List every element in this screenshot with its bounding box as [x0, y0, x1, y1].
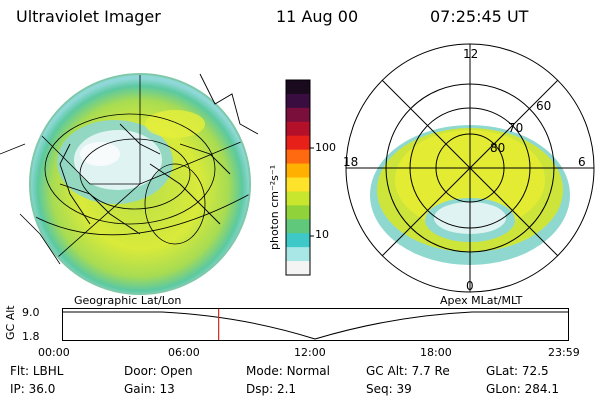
colorbar-segment: [286, 247, 310, 262]
status-glon: GLon: 284.1: [486, 382, 559, 396]
timeline-xtick-0: 00:00: [38, 346, 70, 359]
mlt-label-6: 6: [578, 155, 586, 169]
colorbar-segment: [286, 219, 310, 234]
timeline-xtick-1: 06:00: [168, 346, 200, 359]
colorbar-segment: [286, 233, 310, 248]
colorbar-tick-100: 100: [315, 141, 336, 154]
status-mode: Mode: Normal: [246, 364, 330, 378]
colorbar-segment: [286, 135, 310, 151]
geographic-auroral-image: [0, 73, 259, 295]
instrument-title: Ultraviolet Imager: [16, 7, 161, 26]
colorbar-unit-label: photon cm⁻²s⁻¹: [268, 164, 281, 250]
timeline-ytick-top: 9.0: [22, 306, 40, 319]
status-gc-alt: GC Alt: 7.7 Re: [366, 364, 450, 378]
status-seq: Seq: 39: [366, 382, 412, 396]
colorbar-segment: [286, 107, 310, 123]
lat-label-70: 70: [508, 121, 523, 135]
timeline-xtick-3: 18:00: [420, 346, 452, 359]
timeline-axis-label: GC Alt: [4, 305, 17, 340]
status-door: Door: Open: [124, 364, 193, 378]
colorbar-segment: [286, 80, 310, 95]
status-flt: Flt: LBHL: [10, 364, 64, 378]
observation-time: 07:25:45 UT: [430, 7, 529, 26]
apex-panel-label: Apex MLat/MLT: [440, 294, 523, 307]
colorbar-segment: [286, 93, 310, 109]
mlt-label-12: 12: [463, 47, 478, 61]
altitude-timeline: [62, 308, 569, 341]
status-dsp: Dsp: 2.1: [246, 382, 297, 396]
colorbar-segment: [286, 191, 310, 206]
colorbar-segment: [286, 261, 310, 276]
mlt-label-18: 18: [343, 155, 358, 169]
colorbar-segment: [286, 163, 310, 178]
geographic-panel-label: Geographic Lat/Lon: [74, 294, 182, 307]
timeline-xtick-2: 12:00: [294, 346, 326, 359]
intensity-colorbar: [285, 79, 314, 276]
lat-label-80: 80: [490, 141, 505, 155]
colorbar-segment: [286, 149, 310, 165]
colorbar-segment: [286, 121, 310, 137]
timeline-ytick-bottom: 1.8: [22, 330, 40, 343]
status-gain: Gain: 13: [124, 382, 175, 396]
status-ip: IP: 36.0: [10, 382, 56, 396]
colorbar-segment: [286, 177, 310, 192]
apex-polar-plot: 12 18 6 0 60 70 80: [343, 43, 595, 293]
mlt-label-0: 0: [466, 279, 474, 293]
timeline-xtick-4: 23:59: [548, 346, 580, 359]
lat-label-60: 60: [536, 99, 551, 113]
colorbar-segment: [286, 205, 310, 220]
colorbar-tick-10: 10: [315, 228, 329, 241]
status-glat: GLat: 72.5: [486, 364, 549, 378]
observation-date: 11 Aug 00: [276, 7, 359, 26]
